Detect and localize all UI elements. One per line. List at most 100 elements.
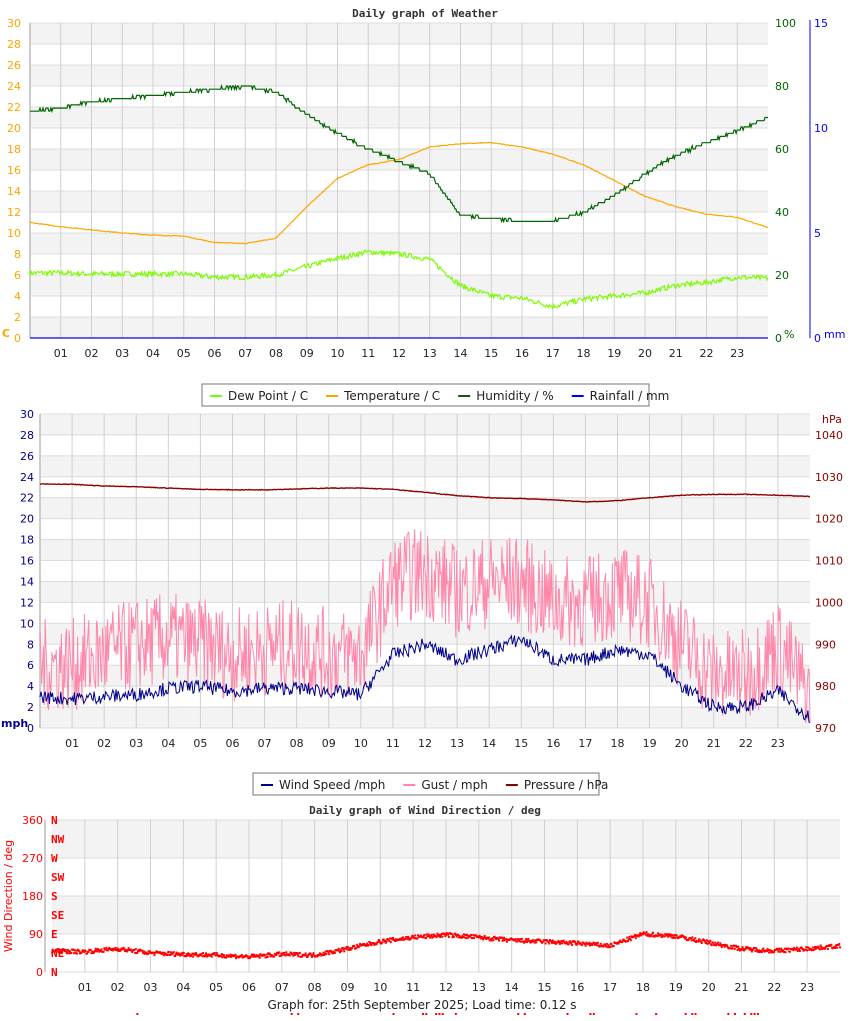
wind-direction-point [413, 937, 416, 940]
wind-direction-point [89, 948, 92, 951]
wind-direction-point [177, 953, 180, 956]
wind-direction-point [559, 941, 562, 944]
wind-direction-point [675, 934, 678, 937]
wind-direction-point [595, 942, 598, 945]
wind-direction-point [783, 951, 786, 954]
wind-direction-point [505, 940, 508, 943]
x-tick-label: 04 [146, 347, 160, 360]
wind-direction-point [187, 952, 190, 955]
wind-direction-point [147, 950, 150, 953]
wind-direction-point [138, 950, 141, 953]
x-tick-label: 18 [611, 737, 625, 750]
wind-direction-point [118, 948, 121, 951]
legend-swatch [458, 395, 471, 397]
wind-direction-point [112, 947, 115, 950]
wind-direction-point [479, 935, 482, 938]
wind-direction-point [502, 938, 505, 941]
wind-direction-point [553, 942, 556, 945]
wind-direction-point [723, 945, 726, 948]
wind-direction-point [501, 939, 504, 942]
wind-direction-point [748, 948, 751, 951]
wind-direction-point [626, 936, 629, 939]
wind-direction-point [53, 950, 56, 953]
wind-direction-point [353, 944, 356, 947]
wind-direction-point [730, 944, 733, 947]
x-tick-label: 15 [484, 347, 498, 360]
wind-direction-point [153, 954, 156, 957]
wind-direction-point [487, 936, 490, 939]
wind-direction-point [455, 935, 458, 938]
wind-direction-point [58, 950, 61, 953]
wind-direction-point [695, 940, 698, 943]
x-tick-label: 10 [331, 347, 345, 360]
wind-direction-point [174, 955, 177, 958]
wind-direction-point [68, 950, 71, 953]
wind-direction-point [720, 944, 723, 947]
x-tick-label: 17 [603, 981, 617, 994]
wind-direction-point [480, 937, 483, 940]
wind-direction-point [463, 936, 466, 939]
wind-direction-point [186, 954, 189, 957]
wind-direction-point [400, 937, 403, 940]
wind-direction-point [122, 946, 125, 949]
wind-direction-point [700, 941, 703, 944]
x-tick-label: 13 [450, 737, 464, 750]
compass-label: N [51, 966, 58, 979]
wind-direction-point [838, 942, 841, 945]
wind-direction-point [472, 937, 475, 940]
wind-direction-point [293, 951, 296, 954]
wind-direction-point [136, 951, 139, 954]
wind-direction-point [743, 949, 746, 952]
wind-direction-point [336, 949, 339, 952]
x-tick-label: 06 [208, 347, 222, 360]
x-tick-label: 07 [275, 981, 289, 994]
wind-direction-point [558, 942, 561, 945]
wind-direction-point [343, 950, 346, 953]
wind-direction-point [254, 955, 257, 958]
wind-direction-point [169, 954, 172, 957]
wind-direction-point [748, 947, 751, 950]
wind-direction-point [102, 950, 105, 953]
y-right-tick-label: 1010 [815, 555, 843, 568]
x-tick-label: 06 [226, 737, 240, 750]
event-marker [655, 1013, 658, 1015]
wind-direction-point [741, 946, 744, 949]
wind-direction-point [149, 950, 152, 953]
wind-direction-point [228, 955, 231, 958]
wind-direction-point [619, 939, 622, 942]
wind-direction-point [567, 943, 570, 946]
wind-direction-point [288, 953, 291, 956]
event-marker [756, 1013, 759, 1015]
x-tick-label: 07 [258, 737, 272, 750]
wind-direction-point [61, 950, 64, 953]
x-tick-label: 13 [472, 981, 486, 994]
legend-swatch [261, 784, 273, 786]
wind-direction-point [394, 940, 397, 943]
wind-direction-point [720, 945, 723, 948]
wind-direction-point [312, 952, 315, 955]
x-tick-label: 10 [354, 737, 368, 750]
wind-direction-point [666, 933, 669, 936]
wind-direction-point [701, 939, 704, 942]
wind-direction-point [703, 939, 706, 942]
wind-direction-point [258, 954, 261, 957]
wind-direction-point [169, 951, 172, 954]
wind-direction-point [801, 948, 804, 951]
x-tick-label: 23 [730, 347, 744, 360]
x-tick-label: 03 [144, 981, 158, 994]
wind-direction-point [783, 947, 786, 950]
wind-direction-point [690, 939, 693, 942]
wind-direction-point [814, 947, 817, 950]
wind-direction-point [452, 934, 455, 937]
wind-direction-point [290, 952, 293, 955]
y-left-tick-label: 22 [7, 101, 21, 114]
wind-direction-point [292, 954, 295, 957]
wind-direction-point [180, 952, 183, 955]
legend-label: Temperature / C [343, 389, 440, 403]
wind-direction-point [716, 942, 719, 945]
wind-direction-point [656, 934, 659, 937]
wind-direction-point [767, 949, 770, 952]
wind-direction-point [424, 936, 427, 939]
wind-direction-point [726, 945, 729, 948]
wind-direction-point [131, 950, 134, 953]
